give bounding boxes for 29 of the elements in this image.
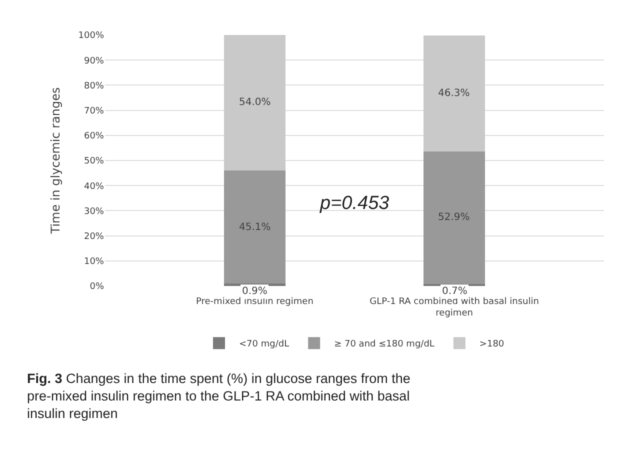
x-tick-label: GLP-1 RA combined with basal insulin regimen (370, 297, 539, 319)
bar (224, 170, 286, 284)
y-tick-label: 90% (84, 56, 104, 66)
y-tick-label: 70% (84, 106, 104, 116)
y-tick-label: 100% (78, 31, 104, 42)
data-label: 45.1% (239, 222, 271, 233)
caption: Fig. 3 Changes in the time spent (%) in glucose ranges from the pre-mixed insulin regimen to the GLP-1 RA combined with basal insulin regimen (27, 371, 410, 422)
data-label: 0.9% (242, 286, 268, 297)
legend-label: ≥ 70 and ≤180 mg/dL (334, 340, 434, 350)
y-tick-label: 10% (84, 257, 104, 268)
legend-label: >180 (479, 340, 504, 350)
y-tick-label: 20% (84, 232, 104, 242)
data-label: 46.3% (438, 88, 470, 99)
y-tick-label: 0% (90, 282, 104, 292)
bar (224, 35, 286, 171)
data-label: 0.7% (442, 286, 468, 297)
y-tick-label: 40% (84, 182, 104, 192)
y-tick-label: 80% (84, 81, 104, 92)
bar (423, 151, 486, 284)
y-tick-label: 30% (84, 206, 104, 217)
data-label: 52.9% (438, 212, 470, 223)
y-tick-label: 60% (84, 132, 104, 142)
y-axis-title: Time in glycemic ranges (48, 87, 63, 235)
annotation: p=0.453 (319, 193, 390, 214)
y-tick-label: 50% (84, 156, 104, 167)
x-tick-label: Pre-mixed insulin regimen (196, 297, 314, 307)
bar (423, 35, 486, 152)
data-label: 54.0% (239, 97, 271, 108)
legend-label: <70 mg/dL (239, 340, 290, 350)
